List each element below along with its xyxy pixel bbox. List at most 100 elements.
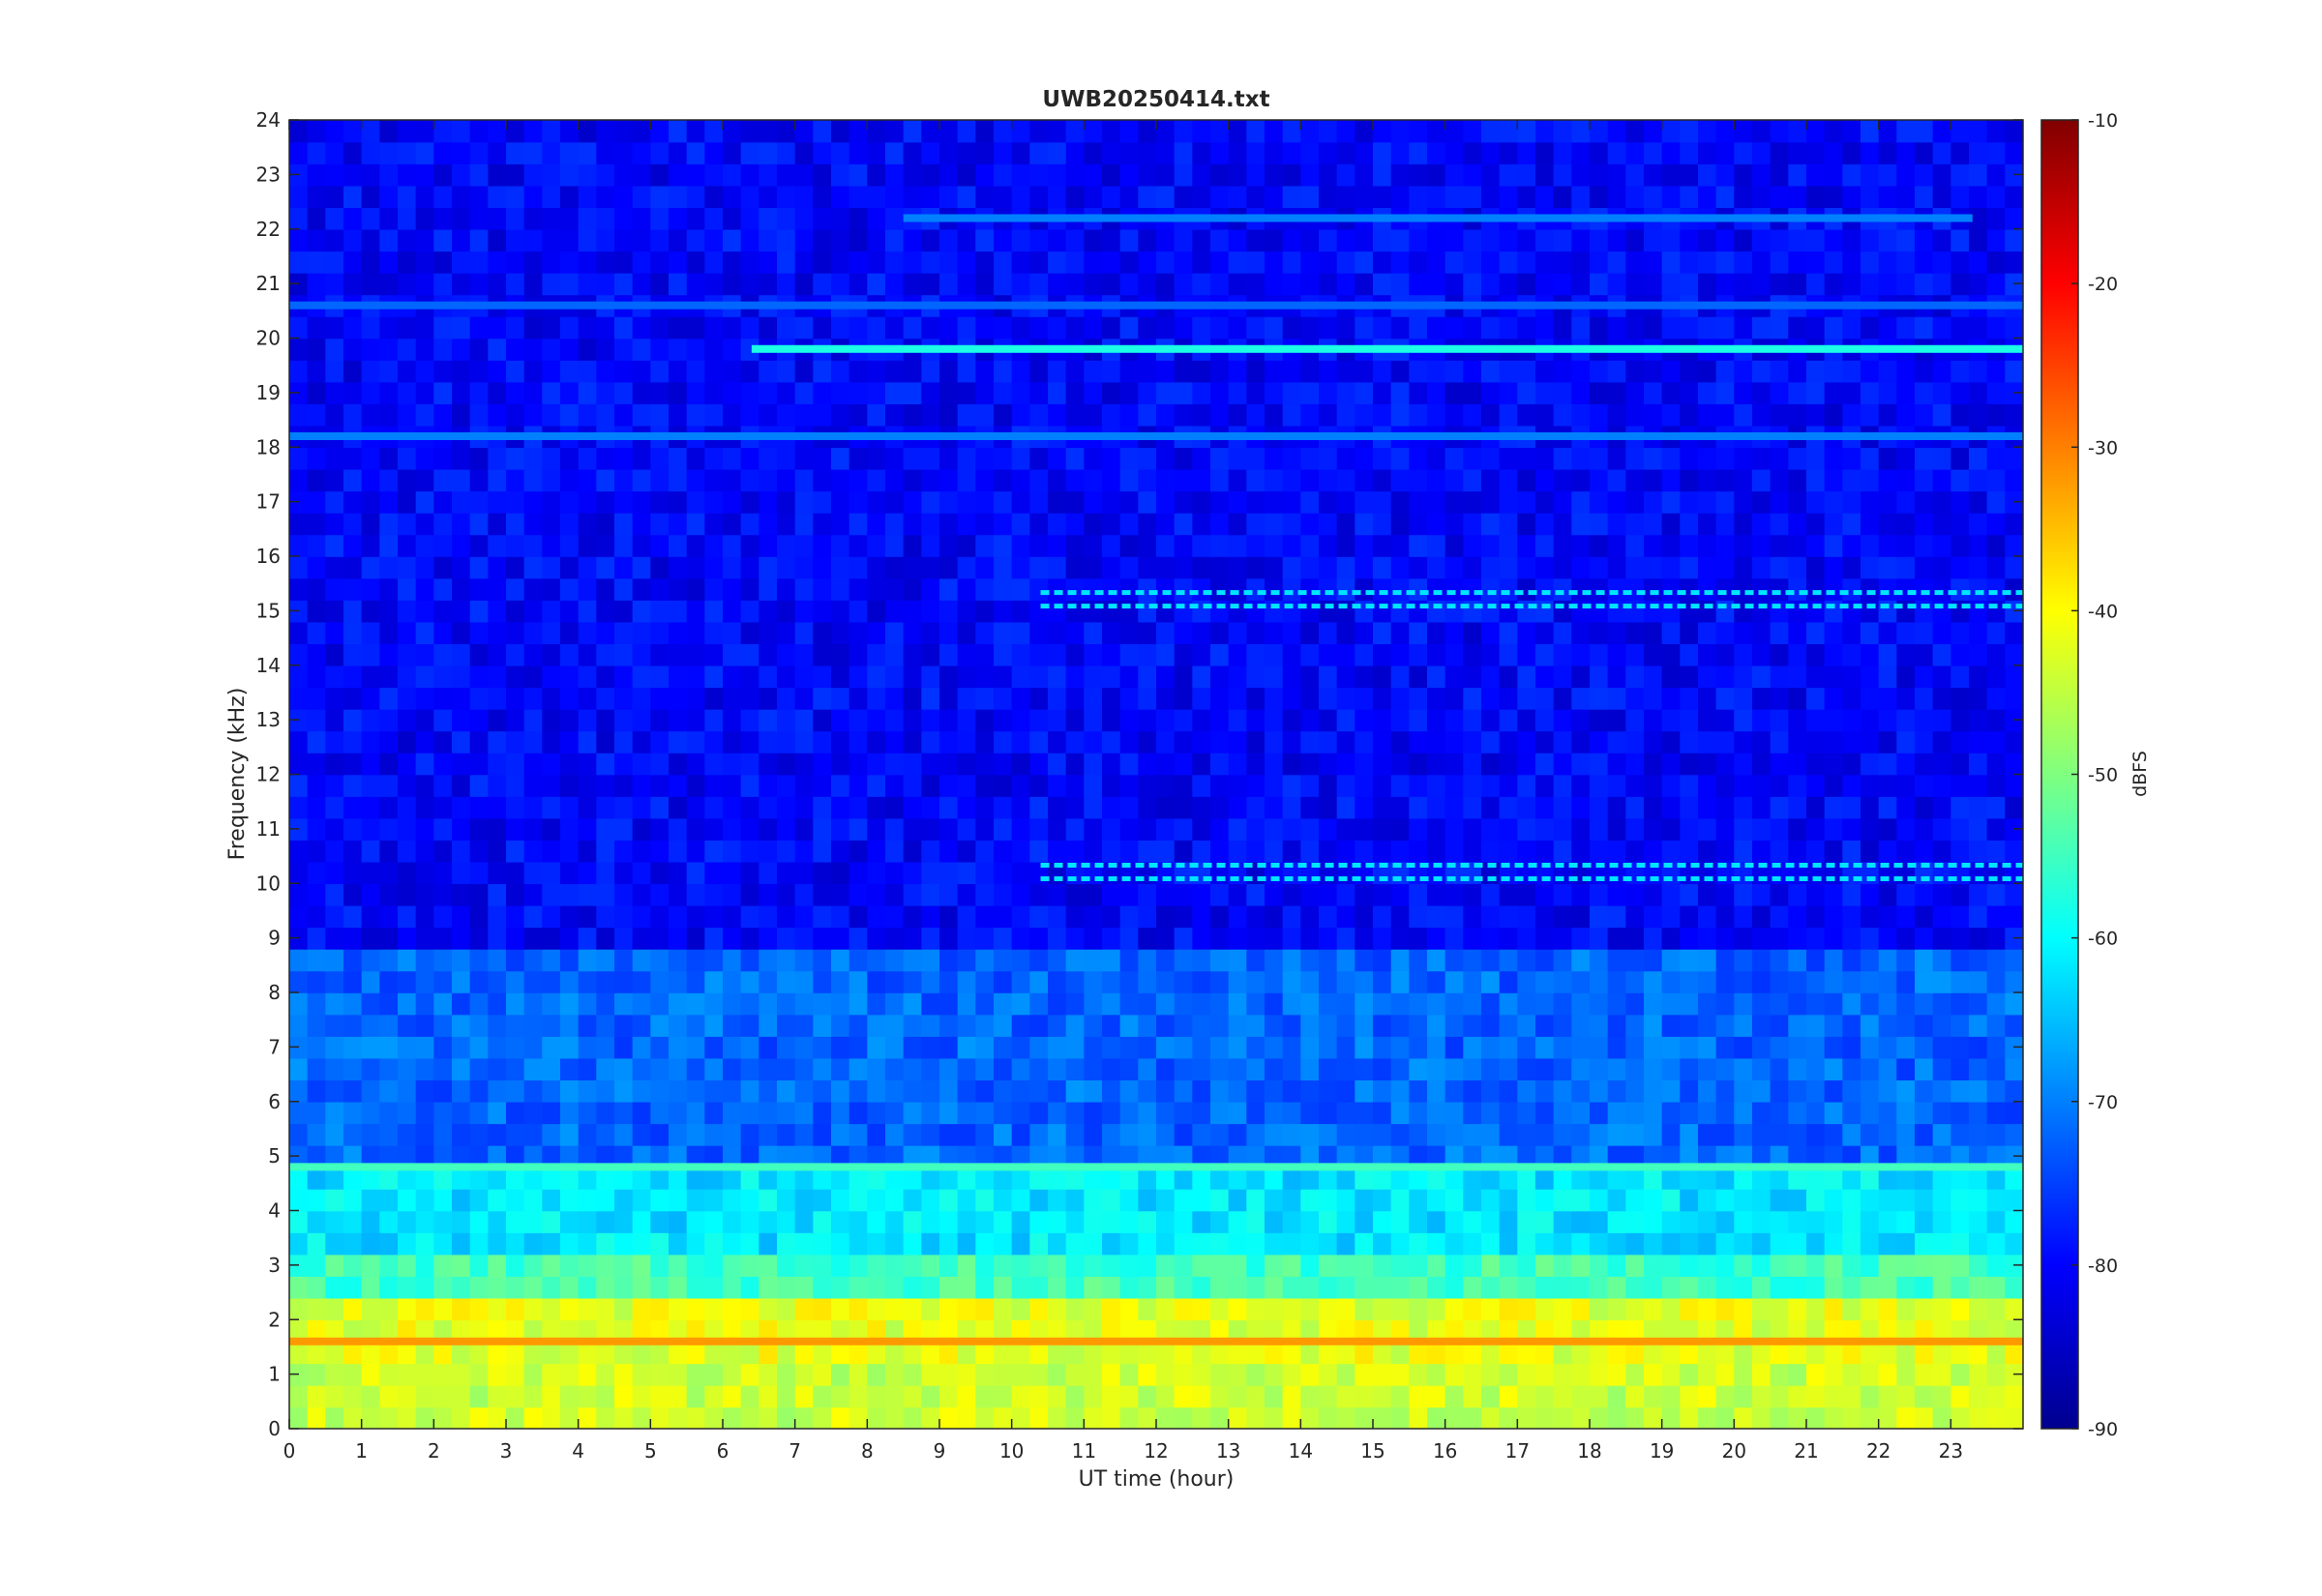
heatmap-cell — [614, 381, 634, 404]
heatmap-cell — [975, 577, 995, 601]
heatmap-cell — [1788, 1210, 1807, 1233]
heatmap-cell — [1265, 948, 1284, 972]
heatmap-cell — [759, 1123, 778, 1146]
heatmap-cell — [1156, 1210, 1176, 1233]
heatmap-cell — [957, 1123, 977, 1146]
heatmap-cell — [1752, 643, 1771, 666]
heatmap-cell — [1390, 360, 1411, 383]
heatmap-cell — [488, 1276, 507, 1299]
heatmap-cell — [885, 490, 905, 514]
heatmap-cell — [596, 534, 615, 557]
heatmap-cell — [813, 883, 832, 906]
heatmap-cell — [1354, 1167, 1374, 1190]
heatmap-cell — [1969, 1188, 1988, 1212]
heatmap-cell — [415, 817, 435, 841]
heatmap-cell — [1265, 927, 1284, 950]
heatmap-cell — [1048, 534, 1067, 557]
heatmap-cell — [1102, 468, 1121, 492]
heatmap-cell — [1607, 490, 1627, 514]
heatmap-cell — [704, 1276, 724, 1299]
heatmap-cell — [1770, 1254, 1790, 1277]
heatmap-cell — [452, 643, 471, 666]
heatmap-cell — [777, 1101, 796, 1125]
heatmap-cell — [1228, 774, 1248, 797]
heatmap-cell — [1084, 904, 1103, 929]
heatmap-cell — [361, 817, 381, 841]
heatmap-cell — [1915, 1363, 1934, 1386]
heatmap-cell — [433, 861, 453, 885]
heatmap-cell — [469, 1276, 490, 1299]
heatmap-cell — [578, 883, 598, 906]
heatmap-cell — [650, 796, 670, 819]
heatmap-cell — [1354, 840, 1374, 863]
heatmap-cell — [415, 665, 435, 689]
heatmap-cell — [452, 1406, 471, 1429]
heatmap-cell — [307, 1319, 327, 1343]
heatmap-cell — [614, 1341, 634, 1365]
heatmap-cell — [632, 360, 652, 383]
heatmap-cell — [1119, 556, 1140, 579]
heatmap-cell — [975, 468, 995, 492]
heatmap-cell — [921, 730, 940, 754]
heatmap-cell — [1861, 1167, 1880, 1190]
heatmap-cell — [1824, 1363, 1844, 1386]
heatmap-cell — [2005, 468, 2023, 492]
heatmap-cell — [1011, 1188, 1031, 1212]
heatmap-cell — [542, 883, 561, 906]
heatmap-cell — [957, 1057, 977, 1080]
heatmap-cell — [1336, 1341, 1356, 1365]
heatmap-cell — [1444, 1123, 1465, 1146]
heatmap-cell — [1535, 1341, 1555, 1365]
heatmap-cell — [740, 796, 760, 819]
heatmap-cell — [361, 861, 381, 885]
heatmap-cell — [1698, 621, 1717, 644]
heatmap-cell — [1499, 1232, 1519, 1256]
heatmap-cell — [1861, 927, 1880, 950]
heatmap-cell — [723, 927, 742, 950]
heatmap-cell — [1625, 730, 1645, 754]
heatmap-cell — [1265, 643, 1284, 666]
heatmap-cell — [1084, 1232, 1103, 1256]
heatmap-cell — [1625, 1363, 1645, 1386]
heatmap-cell — [813, 512, 832, 536]
heatmap-cell — [1409, 403, 1428, 427]
heatmap-cell — [1444, 752, 1465, 776]
heatmap-cell — [506, 752, 525, 776]
heatmap-cell — [1752, 490, 1771, 514]
heatmap-cell — [1734, 840, 1753, 863]
heatmap-cell — [1373, 556, 1392, 579]
heatmap-cell — [1517, 556, 1536, 579]
heatmap-cell — [542, 1232, 561, 1256]
heatmap-cell — [1806, 1036, 1826, 1059]
heatmap-cell — [1373, 621, 1392, 644]
heatmap-cell — [1861, 643, 1880, 666]
heatmap-cell — [1265, 556, 1284, 579]
heatmap-cell — [578, 817, 598, 841]
heatmap-cell — [1950, 1014, 1970, 1037]
heatmap-cell — [1444, 556, 1465, 579]
heatmap-cell — [1698, 468, 1717, 492]
heatmap-cell — [1156, 512, 1176, 536]
heatmap-cell — [506, 1210, 525, 1233]
heatmap-cell — [1499, 708, 1519, 732]
heatmap-cell — [1354, 708, 1374, 732]
heatmap-cell — [1950, 752, 1970, 776]
heatmap-cell — [939, 708, 959, 732]
heatmap-cell — [686, 927, 706, 950]
heatmap-cell — [704, 1363, 724, 1386]
heatmap-cell — [939, 1406, 959, 1429]
heatmap-cell — [921, 1341, 940, 1365]
heatmap-cell — [1354, 904, 1374, 929]
heatmap-cell — [1680, 643, 1699, 666]
heatmap-cell — [1824, 577, 1844, 601]
heatmap-cell — [848, 817, 869, 841]
heatmap-cell — [1661, 927, 1682, 950]
heatmap-cell — [723, 1014, 742, 1037]
heatmap-cell — [1950, 796, 1970, 819]
heatmap-cell — [1535, 904, 1555, 929]
heatmap-cell — [686, 1144, 706, 1168]
heatmap-cell — [1011, 1210, 1031, 1233]
heatmap-cell — [1282, 1363, 1302, 1386]
heatmap-cell — [1625, 556, 1645, 579]
heatmap-cell — [1246, 1079, 1265, 1103]
